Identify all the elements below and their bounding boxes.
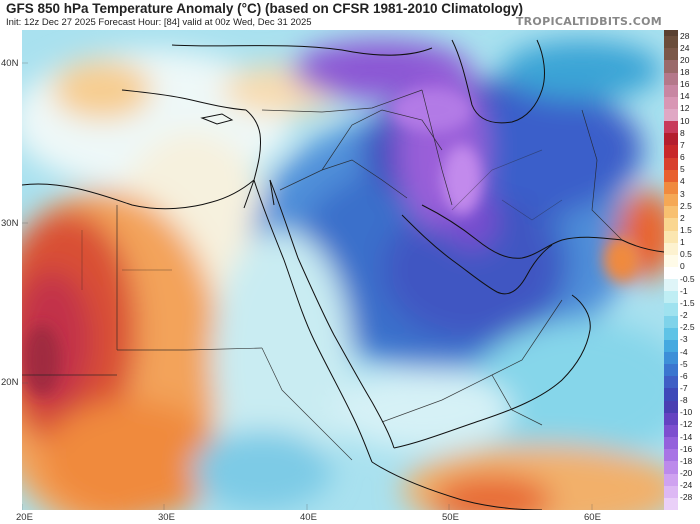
colorbar-swatch — [664, 279, 678, 292]
colorbar-label: 1 — [680, 237, 685, 248]
map-subtitle: Init: 12z Dec 27 2025 Forecast Hour: [84… — [6, 17, 312, 28]
map-canvas — [22, 30, 664, 510]
colorbar-label: -14 — [680, 431, 693, 442]
colorbar-swatch — [664, 497, 678, 511]
colorbar-label: 12 — [680, 103, 690, 114]
colorbar-label: -4 — [680, 346, 688, 357]
colorbar-label: -7 — [680, 382, 688, 393]
colorbar-label: 14 — [680, 91, 690, 102]
colorbar-swatch — [664, 364, 678, 377]
gridlines — [22, 62, 593, 510]
colorbar-swatch — [664, 108, 678, 122]
colorbar-label: -6 — [680, 370, 688, 381]
colorbar-swatches — [664, 30, 678, 511]
colorbar-swatch — [664, 485, 678, 499]
colorbar-label: -1.5 — [680, 297, 695, 308]
colorbar-label: -2 — [680, 310, 688, 321]
anomaly-map — [22, 30, 664, 510]
colorbar-label: 6 — [680, 152, 685, 163]
colorbar-label: -1 — [680, 285, 688, 296]
colorbar-swatch — [664, 181, 678, 195]
colorbar-swatch — [664, 230, 678, 244]
colorbar-cap — [664, 30, 678, 37]
colorbar-swatch — [664, 218, 678, 231]
colorbar-label: 28 — [680, 30, 690, 41]
colorbar-label: -20 — [680, 468, 693, 479]
borders — [22, 89, 623, 461]
lon-label-20e: 20E — [16, 512, 33, 523]
colorbar-label: 16 — [680, 79, 690, 90]
colorbar-label: 4 — [680, 176, 685, 187]
coastlines — [22, 39, 664, 510]
colorbar-label: 7 — [680, 139, 685, 150]
colorbar-label: 2 — [680, 212, 685, 223]
colorbar-swatch — [664, 84, 678, 98]
colorbar-swatch — [664, 339, 678, 353]
anomaly-detail — [24, 88, 640, 395]
colorbar-swatch — [664, 60, 678, 74]
colorbar-swatch — [664, 437, 678, 450]
colorbar-swatch — [664, 352, 678, 365]
colorbar-label: 1.5 — [680, 225, 692, 235]
colorbar-label: 0.5 — [680, 249, 692, 260]
colorbar-label: -2.5 — [680, 322, 695, 333]
colorbar-label: -5 — [680, 358, 688, 369]
lat-label-20n: 20N — [1, 377, 19, 388]
colorbar-swatch — [664, 315, 678, 329]
colorbar-swatch — [664, 206, 678, 219]
lon-label-50e: 50E — [442, 512, 459, 523]
colorbar-label: -18 — [680, 455, 693, 466]
colorbar-label: -28 — [680, 492, 693, 503]
colorbar-label: 5 — [680, 164, 685, 175]
colorbar-swatch — [664, 72, 678, 86]
colorbar-label: -16 — [680, 443, 693, 454]
colorbar-swatch — [664, 291, 678, 304]
colorbar-label: -12 — [680, 419, 693, 430]
colorbar-swatch — [664, 133, 678, 146]
colorbar-swatch — [664, 424, 678, 438]
header: GFS 850 hPa Temperature Anomaly (°C) (ba… — [0, 0, 700, 30]
colorbar-swatch — [664, 327, 678, 341]
colorbar-swatch — [664, 96, 678, 110]
colorbar-label: -8 — [680, 395, 688, 406]
colorbar-swatch — [664, 169, 678, 183]
colorbar-swatch — [664, 145, 678, 159]
colorbar-label: 3 — [680, 188, 685, 199]
colorbar: 28 24 20 18 16 14 12 10 8 7 6 5 4 3 2.5 2 1.5 1 0.5 0 -0.5 -1… — [664, 30, 700, 511]
colorbar-swatch — [664, 400, 678, 414]
colorbar-swatch — [664, 303, 678, 317]
colorbar-swatch — [664, 254, 678, 268]
colorbar-swatch — [664, 461, 678, 475]
colorbar-label: 10 — [680, 115, 690, 126]
colorbar-label: 24 — [680, 42, 690, 53]
colorbar-label: -24 — [680, 480, 693, 491]
colorbar-swatch — [664, 266, 678, 280]
colorbar-swatch — [664, 121, 678, 134]
colorbar-swatch — [664, 48, 678, 61]
colorbar-swatch — [664, 473, 678, 487]
colorbar-label: -3 — [680, 334, 688, 345]
colorbar-label: -10 — [680, 407, 693, 418]
brand-watermark[interactable]: TROPICALTIDBITS.COM — [515, 15, 662, 28]
colorbar-label: 2.5 — [680, 200, 692, 211]
colorbar-label: -0.5 — [680, 273, 695, 284]
colorbar-label: 8 — [680, 127, 685, 138]
colorbar-label: 18 — [680, 67, 690, 78]
colorbar-swatch — [664, 242, 678, 256]
colorbar-label: 20 — [680, 54, 690, 65]
map-title: GFS 850 hPa Temperature Anomaly (°C) (ba… — [6, 1, 524, 16]
colorbar-label: 0 — [680, 261, 685, 272]
lon-label-30e: 30E — [158, 512, 175, 523]
colorbar-swatch — [664, 194, 678, 207]
colorbar-swatch — [664, 157, 678, 171]
lat-label-30n: 30N — [1, 218, 19, 229]
colorbar-swatch — [664, 449, 678, 462]
colorbar-swatch — [664, 36, 678, 49]
lon-label-60e: 60E — [584, 512, 601, 523]
lat-label-40n: 40N — [1, 58, 19, 69]
colorbar-swatch — [664, 388, 678, 402]
colorbar-swatch — [664, 376, 678, 389]
lon-label-40e: 40E — [300, 512, 317, 523]
colorbar-swatch — [664, 412, 678, 426]
